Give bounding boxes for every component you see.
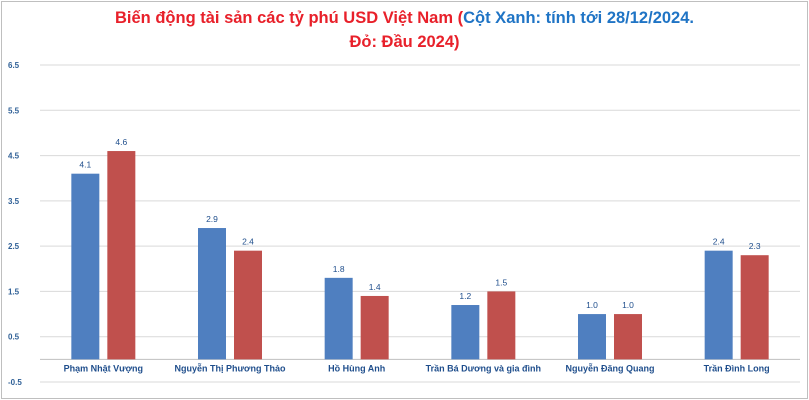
bar: [360, 295, 389, 360]
data-label: 1.8: [333, 264, 345, 274]
y-tick-label: 2.5: [8, 242, 20, 251]
data-label: 1.5: [495, 277, 507, 287]
bar: [234, 250, 262, 360]
data-label: 2.9: [206, 214, 218, 224]
data-label: 1.0: [586, 300, 598, 310]
bar: [740, 255, 769, 360]
y-tick-label: 0.5: [8, 333, 20, 342]
chart-title: Biến động tài sản các tỷ phú USD Việt Na…: [0, 6, 809, 54]
bar: [71, 173, 100, 360]
bar: [578, 314, 606, 360]
category-label: Trần Đình Long: [704, 363, 770, 373]
y-tick-label: -0.5: [8, 378, 22, 387]
data-label: 4.1: [79, 160, 91, 170]
y-tick-label: 1.5: [8, 287, 20, 296]
title-part-blue: Cột Xanh: tính tới 28/12/2024.: [463, 9, 694, 27]
data-label: 1.0: [622, 300, 634, 310]
bar: [487, 291, 516, 360]
bar: [324, 277, 353, 360]
category-label: Trần Bá Dương và gia đình: [426, 363, 541, 373]
title-part-red-2: Đỏ: Đầu 2024): [349, 33, 460, 51]
y-tick-label: 5.5: [8, 106, 20, 115]
data-label: 1.2: [459, 291, 471, 301]
category-label: Hồ Hùng Anh: [328, 363, 385, 373]
data-label: 4.6: [115, 137, 127, 147]
data-label: 2.4: [242, 237, 254, 247]
data-label: 2.3: [749, 241, 761, 251]
data-label: 1.4: [369, 282, 381, 292]
category-label: Phạm Nhật Vượng: [64, 363, 143, 373]
y-tick-label: 3.5: [8, 197, 20, 206]
bar: [198, 228, 226, 360]
bar: [451, 305, 480, 360]
bar: [107, 151, 136, 360]
category-label: Nguyễn Đăng Quang: [565, 363, 654, 373]
title-part-red-1: Biến động tài sản các tỷ phú USD Việt Na…: [115, 9, 464, 27]
bar: [614, 314, 642, 360]
category-label: Nguyễn Thị Phương Thảo: [175, 363, 286, 373]
y-tick-label: 6.5: [8, 61, 20, 70]
bar: [704, 250, 733, 360]
data-label: 2.4: [713, 237, 725, 247]
y-tick-label: 4.5: [8, 152, 20, 161]
